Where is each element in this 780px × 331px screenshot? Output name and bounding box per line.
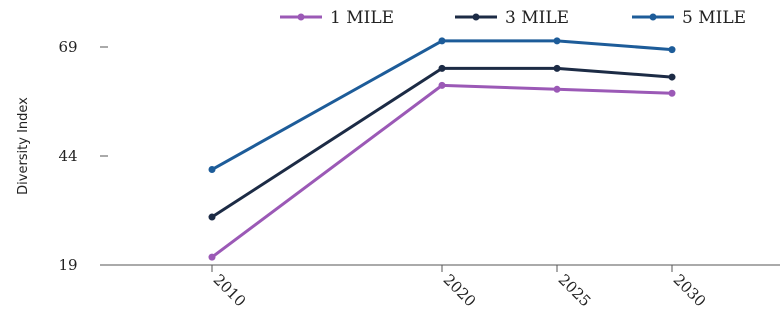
data-point bbox=[553, 37, 561, 45]
legend-marker bbox=[297, 13, 305, 21]
data-point bbox=[668, 46, 676, 54]
x-tick-label: 2010 bbox=[210, 271, 250, 311]
y-axis-label: Diversity Index bbox=[16, 97, 31, 195]
x-axis-ticks: 2010 2020 2025 2030 bbox=[210, 265, 710, 311]
series-line-5-mile bbox=[211, 39, 673, 171]
data-point bbox=[438, 37, 446, 45]
data-point bbox=[208, 213, 216, 221]
legend-label: 5 MILE bbox=[682, 8, 746, 28]
y-tick-label: 44 bbox=[58, 147, 77, 165]
legend-label: 1 MILE bbox=[330, 8, 394, 28]
legend-marker bbox=[649, 13, 657, 21]
series-line-1-mile bbox=[211, 83, 673, 259]
y-tick-label: 19 bbox=[58, 256, 77, 274]
data-point bbox=[208, 166, 216, 174]
series-line-3-mile bbox=[211, 66, 673, 219]
legend-label: 3 MILE bbox=[505, 8, 569, 28]
legend-marker bbox=[472, 13, 480, 21]
legend: 1 MILE 3 MILE 5 MILE bbox=[280, 8, 746, 28]
data-point bbox=[553, 64, 561, 72]
data-point bbox=[553, 85, 561, 93]
data-point bbox=[668, 73, 676, 81]
series-lines bbox=[208, 37, 676, 261]
x-tick-label: 2025 bbox=[555, 271, 595, 311]
x-tick-label: 2020 bbox=[440, 271, 480, 311]
x-tick-label: 2030 bbox=[670, 271, 710, 311]
y-axis-ticks: 19 44 69 bbox=[58, 38, 108, 274]
data-point bbox=[438, 81, 446, 89]
data-point bbox=[208, 253, 216, 261]
y-tick-label: 69 bbox=[58, 38, 77, 56]
data-point bbox=[438, 64, 446, 72]
data-point bbox=[668, 89, 676, 97]
